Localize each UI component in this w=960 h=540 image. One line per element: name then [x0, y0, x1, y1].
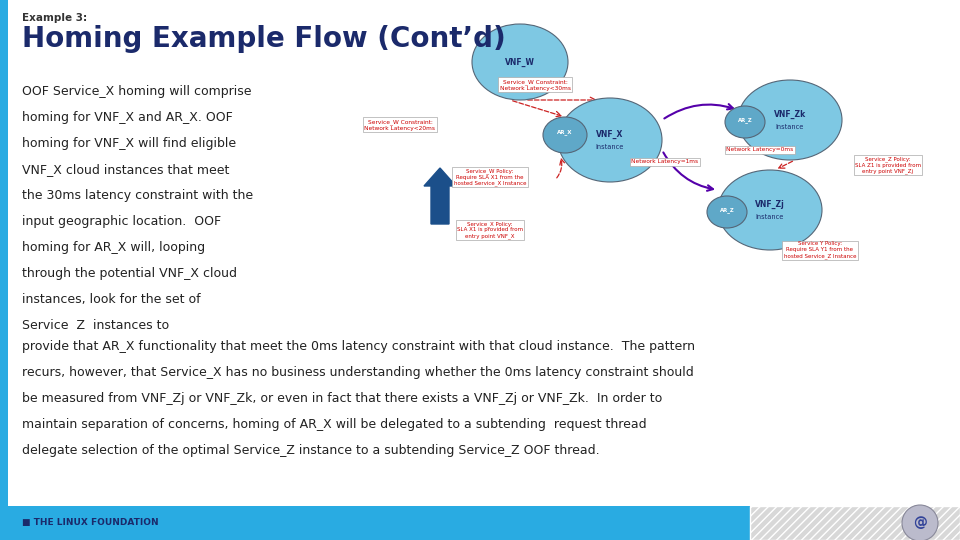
Text: Network Latency=1ms: Network Latency=1ms [632, 159, 699, 165]
Text: Service_X Policy:
SLA X1 is provided from
entry point VNF_X: Service_X Policy: SLA X1 is provided fro… [457, 221, 523, 239]
Text: delegate selection of the optimal Service_Z instance to a subtending Service_Z O: delegate selection of the optimal Servic… [22, 444, 600, 457]
Text: homing for VNF_X will find eligible: homing for VNF_X will find eligible [22, 137, 236, 150]
Text: Service Y Policy:
Require SLA Y1 from the
hosted Service_Z Instance: Service Y Policy: Require SLA Y1 from th… [783, 241, 856, 259]
Text: through the potential VNF_X cloud: through the potential VNF_X cloud [22, 267, 237, 280]
Ellipse shape [738, 80, 842, 160]
Ellipse shape [543, 117, 587, 153]
Text: AR_X: AR_X [557, 129, 573, 135]
Text: VNF_W: VNF_W [505, 57, 535, 66]
Text: Instance: Instance [596, 144, 624, 150]
Ellipse shape [472, 24, 568, 100]
Text: Instance: Instance [776, 124, 804, 130]
Text: be measured from VNF_Zj or VNF_Zk, or even in fact that there exists a VNF_Zj or: be measured from VNF_Zj or VNF_Zk, or ev… [22, 392, 662, 405]
Text: Instance: Instance [756, 214, 784, 220]
Text: OOF Service_X homing will comprise: OOF Service_X homing will comprise [22, 85, 252, 98]
Ellipse shape [707, 196, 747, 228]
Text: AR_Z: AR_Z [720, 207, 734, 213]
Text: homing for VNF_X and AR_X. OOF: homing for VNF_X and AR_X. OOF [22, 111, 232, 124]
Text: VNF_Zj: VNF_Zj [756, 199, 785, 208]
Text: Homing Example Flow (Cont’d): Homing Example Flow (Cont’d) [22, 25, 506, 53]
Text: Example 3:: Example 3: [22, 13, 87, 23]
Text: Network Latency=0ms: Network Latency=0ms [727, 147, 794, 152]
Text: maintain separation of concerns, homing of AR_X will be delegated to a subtendin: maintain separation of concerns, homing … [22, 418, 647, 431]
Bar [750, 506, 960, 540]
Bar [0, 0, 8, 540]
Text: Service_W Policy:
Require SLA X1 from the
hosted Service_X Instance: Service_W Policy: Require SLA X1 from th… [454, 168, 526, 186]
Text: VNF_Zk: VNF_Zk [774, 110, 806, 119]
Text: input geographic location.  OOF: input geographic location. OOF [22, 215, 221, 228]
Text: VNF_X: VNF_X [596, 130, 624, 139]
Text: Service  Z  instances to: Service Z instances to [22, 319, 169, 332]
Text: AR_Z: AR_Z [737, 117, 753, 123]
Text: Service_Z Policy:
SLA Z1 is provided from
entry point VNF_Zj: Service_Z Policy: SLA Z1 is provided fro… [855, 156, 921, 174]
Text: ■ THE LINUX FOUNDATION: ■ THE LINUX FOUNDATION [22, 518, 158, 528]
Ellipse shape [718, 170, 822, 250]
Text: Service_W Constraint:
Network Latency<20ms: Service_W Constraint: Network Latency<20… [365, 119, 436, 131]
Text: instances, look for the set of: instances, look for the set of [22, 293, 201, 306]
Text: homing for AR_X will, looping: homing for AR_X will, looping [22, 241, 205, 254]
Ellipse shape [725, 106, 765, 138]
Text: the 30ms latency constraint with the: the 30ms latency constraint with the [22, 189, 253, 202]
Text: VNF_X cloud instances that meet: VNF_X cloud instances that meet [22, 163, 229, 176]
Text: recurs, however, that Service_X has no business understanding whether the 0ms la: recurs, however, that Service_X has no b… [22, 366, 694, 379]
Bar [0, 506, 750, 540]
Text: @: @ [913, 516, 927, 530]
FancyArrow shape [424, 168, 456, 224]
Text: Service_W Constraint:
Network Latency<30ms: Service_W Constraint: Network Latency<30… [499, 79, 570, 91]
Ellipse shape [558, 98, 662, 182]
Text: provide that AR_X functionality that meet the 0ms latency constraint with that c: provide that AR_X functionality that mee… [22, 340, 695, 353]
Ellipse shape [902, 505, 938, 540]
